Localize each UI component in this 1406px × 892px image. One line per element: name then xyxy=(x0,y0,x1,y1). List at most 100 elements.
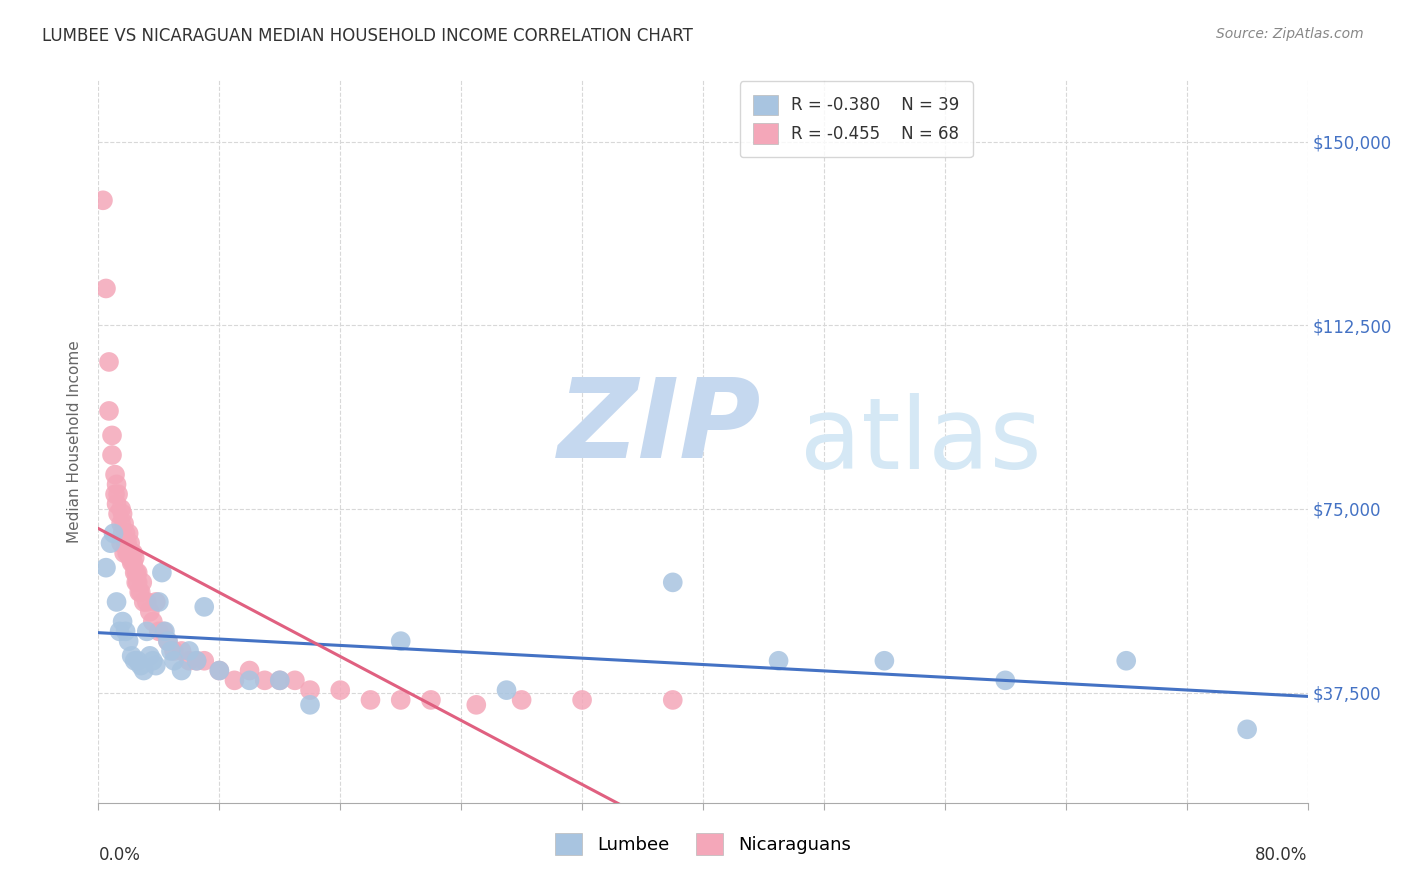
Point xyxy=(111,507,134,521)
Point xyxy=(125,566,148,580)
Point xyxy=(299,698,322,712)
Point xyxy=(139,605,162,619)
Text: LUMBEE VS NICARAGUAN MEDIAN HOUSEHOLD INCOME CORRELATION CHART: LUMBEE VS NICARAGUAN MEDIAN HOUSEHOLD IN… xyxy=(42,27,693,45)
Point xyxy=(103,526,125,541)
Point xyxy=(129,585,152,599)
Point xyxy=(145,595,167,609)
Point xyxy=(101,428,124,442)
Point xyxy=(128,585,150,599)
Point xyxy=(110,502,132,516)
Point xyxy=(135,624,157,639)
Point xyxy=(112,516,135,531)
Point xyxy=(208,664,231,678)
Point xyxy=(465,698,488,712)
Point xyxy=(145,658,167,673)
Point xyxy=(148,624,170,639)
Point xyxy=(104,487,127,501)
Point xyxy=(120,550,142,565)
Point xyxy=(125,575,148,590)
Point xyxy=(114,624,136,639)
Point xyxy=(239,664,262,678)
Point xyxy=(129,658,152,673)
Legend: R = -0.380    N = 39, R = -0.455    N = 68: R = -0.380 N = 39, R = -0.455 N = 68 xyxy=(740,81,973,157)
Point xyxy=(122,546,145,560)
Text: atlas: atlas xyxy=(800,393,1042,490)
Point xyxy=(170,664,193,678)
Point xyxy=(360,693,382,707)
Point xyxy=(111,526,134,541)
Point xyxy=(239,673,262,688)
Point xyxy=(114,526,136,541)
Point xyxy=(124,566,146,580)
Point xyxy=(91,194,114,208)
Point xyxy=(94,281,117,295)
Point xyxy=(124,550,146,565)
Point xyxy=(193,654,215,668)
Y-axis label: Median Household Income: Median Household Income xyxy=(67,340,83,543)
Point xyxy=(98,355,121,369)
Point xyxy=(163,654,186,668)
Point xyxy=(121,648,143,663)
Point xyxy=(329,683,352,698)
Point xyxy=(124,654,146,668)
Text: ZIP: ZIP xyxy=(558,374,762,481)
Point xyxy=(571,693,593,707)
Point xyxy=(156,634,179,648)
Point xyxy=(112,546,135,560)
Point xyxy=(107,507,129,521)
Text: 0.0%: 0.0% xyxy=(98,847,141,864)
Point xyxy=(153,624,176,639)
Point xyxy=(111,615,134,629)
Point xyxy=(160,644,183,658)
Point xyxy=(121,546,143,560)
Point xyxy=(420,693,443,707)
Point xyxy=(105,477,128,491)
Point xyxy=(179,644,201,658)
Point xyxy=(94,560,117,574)
Point xyxy=(193,599,215,614)
Point xyxy=(389,693,412,707)
Point xyxy=(118,634,141,648)
Point xyxy=(269,673,291,688)
Point xyxy=(105,497,128,511)
Text: Source: ZipAtlas.com: Source: ZipAtlas.com xyxy=(1216,27,1364,41)
Point xyxy=(142,615,165,629)
Point xyxy=(110,536,132,550)
Point xyxy=(994,673,1017,688)
Point xyxy=(100,536,122,550)
Point xyxy=(105,595,128,609)
Point xyxy=(148,595,170,609)
Point xyxy=(108,624,131,639)
Point xyxy=(186,654,208,668)
Point xyxy=(115,536,138,550)
Point xyxy=(114,536,136,550)
Point xyxy=(118,546,141,560)
Point xyxy=(139,648,162,663)
Point xyxy=(186,654,208,668)
Point xyxy=(661,693,683,707)
Point xyxy=(142,654,165,668)
Point xyxy=(110,516,132,531)
Point xyxy=(131,575,153,590)
Point xyxy=(768,654,790,668)
Point xyxy=(152,624,174,639)
Point xyxy=(121,556,143,570)
Point xyxy=(389,634,412,648)
Point xyxy=(661,575,683,590)
Point xyxy=(299,683,322,698)
Point xyxy=(284,673,307,688)
Point xyxy=(127,566,149,580)
Point xyxy=(1236,723,1258,737)
Point xyxy=(127,575,149,590)
Point xyxy=(224,673,246,688)
Point xyxy=(253,673,276,688)
Point xyxy=(510,693,533,707)
Text: 80.0%: 80.0% xyxy=(1256,847,1308,864)
Point xyxy=(495,683,517,698)
Legend: Lumbee, Nicaraguans: Lumbee, Nicaraguans xyxy=(541,819,865,870)
Point xyxy=(107,487,129,501)
Point xyxy=(179,654,201,668)
Point xyxy=(115,546,138,560)
Point xyxy=(118,526,141,541)
Point xyxy=(873,654,896,668)
